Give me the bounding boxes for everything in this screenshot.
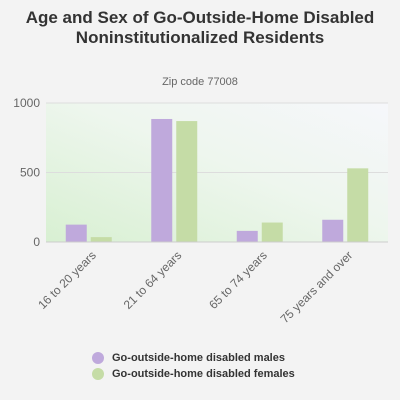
legend: Go-outside-home disabled males Go-outsid… [92,350,295,382]
legend-label-females: Go-outside-home disabled females [112,368,295,380]
bar-females-1 [176,121,198,242]
legend-swatch-males [92,352,104,364]
legend-item-females: Go-outside-home disabled females [92,366,295,382]
legend-label-males: Go-outside-home disabled males [112,352,285,364]
y-tick-label: 0 [33,235,40,249]
bar-males-1 [151,118,173,242]
x-tick-label: 75 years and over [278,248,356,326]
bar-males-2 [236,230,258,242]
bar-females-2 [261,222,283,242]
bar-males-3 [322,219,344,242]
y-tick-label: 500 [20,166,40,180]
x-tick-label: 65 to 74 years [206,248,270,312]
bar-females-0 [90,237,112,242]
y-tick-label: 1000 [13,96,40,110]
legend-swatch-females [92,368,104,380]
bar-females-3 [347,168,369,242]
bar-males-0 [65,224,87,242]
chart-subtitle: Zip code 77008 [162,76,238,88]
x-tick-label: 21 to 64 years [121,248,185,312]
chart-title: Age and Sex of Go-Outside-Home Disabled … [25,8,375,47]
legend-item-males: Go-outside-home disabled males [92,350,295,366]
x-tick-label: 16 to 20 years [35,248,99,312]
